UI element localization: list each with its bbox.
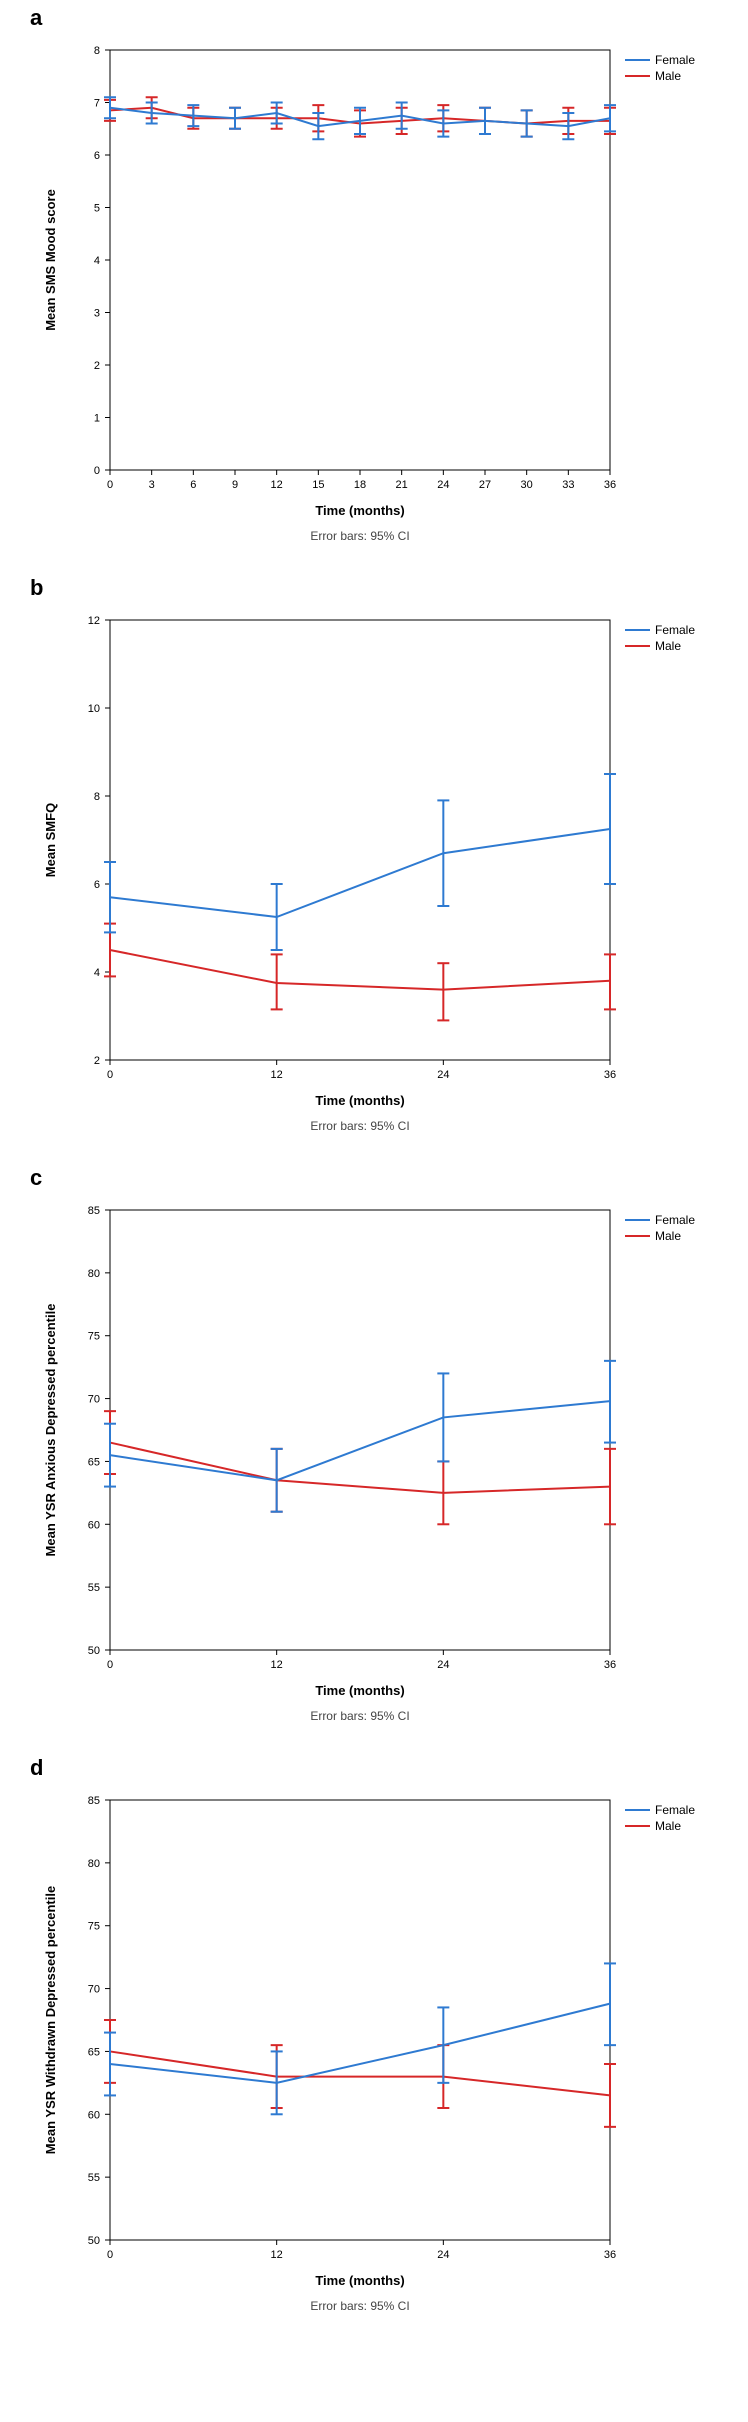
x-axis-title: Time (months)	[315, 2273, 404, 2288]
y-tick-label: 65	[88, 1456, 100, 1468]
y-tick-label: 1	[94, 413, 100, 425]
x-tick-label: 0	[107, 1069, 113, 1081]
y-tick-label: 55	[88, 1582, 100, 1594]
panel-label: a	[30, 5, 42, 31]
x-tick-label: 24	[437, 479, 449, 491]
y-tick-label: 70	[88, 1394, 100, 1406]
y-tick-label: 85	[88, 1205, 100, 1217]
chart-c: 50 55 60 65 70 75 80 85 0 12 24 36 Time (months) Mean…	[0, 1160, 748, 1750]
y-tick-label: 0	[94, 465, 100, 477]
y-tick-label: 4	[94, 255, 100, 267]
panel-label: c	[30, 1165, 42, 1191]
x-tick-label: 3	[149, 479, 155, 491]
x-axis-title: Time (months)	[315, 1093, 404, 1108]
x-tick-label: 15	[312, 479, 324, 491]
y-tick-label: 7	[94, 98, 100, 110]
y-axis-title: Mean SMS Mood score	[43, 189, 58, 331]
legend-label-male: Male	[655, 69, 681, 83]
x-tick-label: 6	[190, 479, 196, 491]
chart-d: 50 55 60 65 70 75 80 85 0 12 24 36 Time (months) Mean…	[0, 1750, 748, 2340]
y-tick-label: 12	[88, 615, 100, 627]
y-tick-label: 65	[88, 2046, 100, 2058]
legend-label-male: Male	[655, 639, 681, 653]
y-tick-label: 8	[94, 45, 100, 57]
x-tick-label: 36	[604, 1659, 616, 1671]
legend-label-female: Female	[655, 1213, 695, 1227]
x-tick-label: 0	[107, 1659, 113, 1671]
x-axis-title: Time (months)	[315, 1683, 404, 1698]
x-tick-label: 36	[604, 479, 616, 491]
y-axis-title: Mean SMFQ	[43, 803, 58, 877]
x-tick-label: 33	[562, 479, 574, 491]
y-tick-label: 60	[88, 2109, 100, 2121]
chart-b: 246810120122436Time (months)Mean SMFQFem…	[0, 570, 748, 1160]
y-tick-label: 6	[94, 150, 100, 162]
y-tick-label: 3	[94, 308, 100, 320]
panel-b: b246810120122436Time (months)Mean SMFQFe…	[0, 570, 748, 1160]
error-caption: Error bars: 95% CI	[310, 2299, 409, 2313]
y-axis-title: Mean YSR Withdrawn Depressed percentile	[43, 1886, 58, 2154]
y-tick-label: 75	[88, 1331, 100, 1343]
legend-label-male: Male	[655, 1229, 681, 1243]
x-tick-label: 12	[271, 2249, 283, 2261]
x-tick-label: 21	[396, 479, 408, 491]
y-tick-label: 85	[88, 1795, 100, 1807]
x-tick-label: 9	[232, 479, 238, 491]
x-tick-label: 12	[271, 479, 283, 491]
figure: a0123456780369121518212427303336Time (mo…	[0, 0, 748, 2340]
x-tick-label: 24	[437, 1659, 449, 1671]
y-tick-label: 55	[88, 2172, 100, 2184]
x-axis-title: Time (months)	[315, 503, 404, 518]
error-caption: Error bars: 95% CI	[310, 529, 409, 543]
panel-label: b	[30, 575, 43, 601]
x-tick-label: 27	[479, 479, 491, 491]
x-tick-label: 24	[437, 1069, 449, 1081]
y-tick-label: 5	[94, 203, 100, 215]
panel-a: a0123456780369121518212427303336Time (mo…	[0, 0, 748, 570]
y-tick-label: 75	[88, 1921, 100, 1933]
x-tick-label: 0	[107, 2249, 113, 2261]
panel-c: c 50 55 60 65 70 75 80 85 0 12 24 36 Time (months) Mea…	[0, 1160, 748, 1750]
panel-label: d	[30, 1755, 43, 1781]
legend-label-female: Female	[655, 623, 695, 637]
x-tick-label: 0	[107, 479, 113, 491]
x-tick-label: 12	[271, 1069, 283, 1081]
x-tick-label: 12	[271, 1659, 283, 1671]
y-tick-label: 6	[94, 879, 100, 891]
error-caption: Error bars: 95% CI	[310, 1119, 409, 1133]
panel-d: d 50 55 60 65 70 75 80 85 0 12 24 36 Time (months) Mea…	[0, 1750, 748, 2340]
y-axis-title: Mean YSR Anxious Depressed percentile	[43, 1304, 58, 1557]
x-tick-label: 36	[604, 2249, 616, 2261]
y-tick-label: 80	[88, 1858, 100, 1870]
y-tick-label: 8	[94, 791, 100, 803]
x-tick-label: 36	[604, 1069, 616, 1081]
y-tick-label: 60	[88, 1519, 100, 1531]
x-tick-label: 30	[521, 479, 533, 491]
error-caption: Error bars: 95% CI	[310, 1709, 409, 1723]
chart-a: 0123456780369121518212427303336Time (mon…	[0, 0, 748, 570]
legend-label-female: Female	[655, 53, 695, 67]
legend-label-female: Female	[655, 1803, 695, 1817]
y-tick-label: 50	[88, 1645, 100, 1657]
y-tick-label: 80	[88, 1268, 100, 1280]
y-tick-label: 2	[94, 1055, 100, 1067]
y-tick-label: 70	[88, 1984, 100, 1996]
y-tick-label: 10	[88, 703, 100, 715]
x-tick-label: 24	[437, 2249, 449, 2261]
y-tick-label: 2	[94, 360, 100, 372]
x-tick-label: 18	[354, 479, 366, 491]
legend-label-male: Male	[655, 1819, 681, 1833]
y-tick-label: 50	[88, 2235, 100, 2247]
y-tick-label: 4	[94, 967, 100, 979]
